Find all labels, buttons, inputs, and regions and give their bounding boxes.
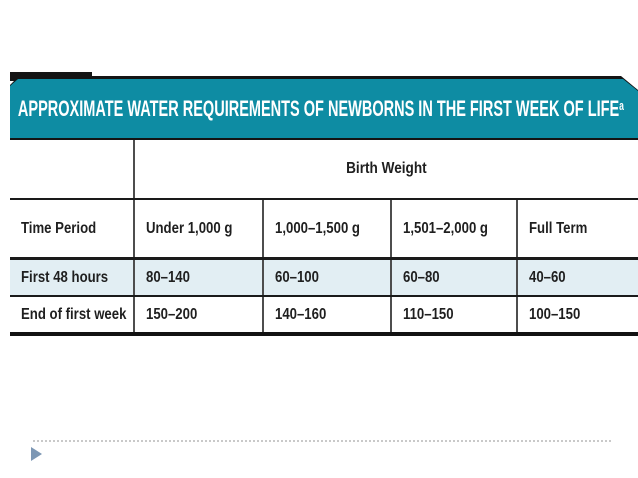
cell-value: 80–140: [133, 260, 262, 295]
row-label: First 48 hours: [21, 268, 109, 286]
footer-dotted-divider: [33, 440, 611, 442]
column-header-under-1000g: Under 1,000 g: [133, 200, 262, 257]
column-header-1000-1500g: 1,000–1,500 g: [262, 200, 390, 257]
column-header-time-period: Time Period: [21, 219, 97, 237]
cell-value: 100–150: [516, 297, 638, 332]
column-divider: [133, 140, 135, 198]
table-title: APPROXIMATE WATER REQUIREMENTS OF NEWBOR…: [17, 95, 624, 121]
row-label: End of first week: [21, 305, 127, 323]
cell-value: 110–150: [390, 297, 516, 332]
table-row: First 48 hours 80–140 60–100 60–80 40–60: [10, 260, 638, 297]
cell-value: 60–100: [262, 260, 390, 295]
cell-value: 40–60: [516, 260, 638, 295]
column-header-row: Time Period Under 1,000 g 1,000–1,500 g …: [10, 200, 638, 260]
column-header-1501-2000g: 1,501–2,000 g: [390, 200, 516, 257]
group-header-row: Birth Weight: [10, 140, 638, 200]
table-row: End of first week 150–200 140–160 110–15…: [10, 297, 638, 336]
column-header-full-term: Full Term: [516, 200, 638, 257]
table-title-bar: APPROXIMATE WATER REQUIREMENTS OF NEWBOR…: [10, 79, 638, 138]
cell-value: 150–200: [133, 297, 262, 332]
cell-value: 60–80: [390, 260, 516, 295]
table-title-footnote-marker: a: [619, 97, 624, 113]
cell-value: 140–160: [262, 297, 390, 332]
group-header-zone: Birth Weight: [135, 140, 638, 198]
group-header-label: Birth Weight: [346, 160, 427, 177]
play-arrow-icon: [31, 447, 42, 461]
